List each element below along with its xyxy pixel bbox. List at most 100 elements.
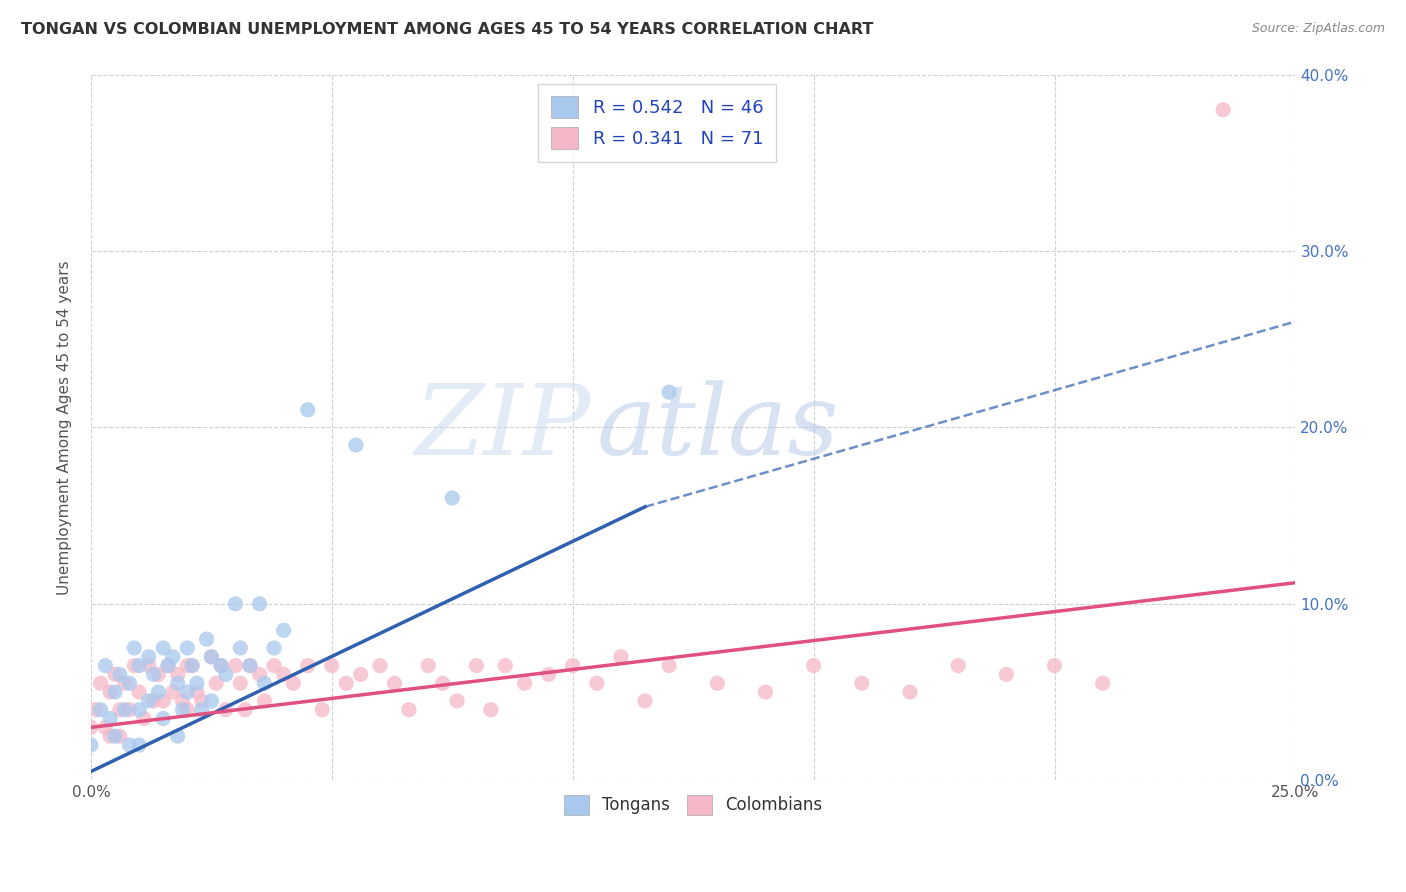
- Point: [94, 720, 117, 734]
- Point: [162, 649, 184, 664]
- Point: [754, 685, 776, 699]
- Point: [108, 667, 131, 681]
- Point: [209, 658, 232, 673]
- Point: [658, 385, 681, 400]
- Point: [98, 712, 121, 726]
- Point: [239, 658, 262, 673]
- Point: [128, 658, 150, 673]
- Point: [176, 640, 198, 655]
- Point: [114, 703, 136, 717]
- Point: [494, 658, 516, 673]
- Point: [200, 649, 222, 664]
- Point: [142, 694, 165, 708]
- Point: [610, 649, 633, 664]
- Point: [263, 658, 285, 673]
- Point: [157, 658, 180, 673]
- Point: [273, 624, 295, 638]
- Point: [176, 658, 198, 673]
- Point: [273, 667, 295, 681]
- Point: [253, 676, 276, 690]
- Point: [311, 703, 333, 717]
- Point: [418, 658, 440, 673]
- Point: [1043, 658, 1066, 673]
- Point: [152, 712, 174, 726]
- Point: [465, 658, 488, 673]
- Point: [479, 703, 502, 717]
- Point: [181, 658, 204, 673]
- Point: [84, 703, 107, 717]
- Point: [634, 694, 657, 708]
- Point: [215, 703, 238, 717]
- Point: [283, 676, 305, 690]
- Point: [350, 667, 373, 681]
- Point: [513, 676, 536, 690]
- Point: [335, 676, 357, 690]
- Point: [561, 658, 583, 673]
- Point: [195, 632, 218, 647]
- Point: [90, 703, 112, 717]
- Point: [384, 676, 406, 690]
- Point: [118, 703, 141, 717]
- Point: [1091, 676, 1114, 690]
- Point: [658, 658, 681, 673]
- Point: [803, 658, 825, 673]
- Point: [321, 658, 343, 673]
- Point: [186, 685, 208, 699]
- Point: [205, 676, 228, 690]
- Point: [104, 729, 127, 743]
- Point: [104, 685, 127, 699]
- Point: [200, 649, 222, 664]
- Point: [224, 597, 246, 611]
- Point: [108, 703, 131, 717]
- Point: [229, 676, 252, 690]
- Point: [297, 402, 319, 417]
- Point: [124, 658, 146, 673]
- Point: [152, 640, 174, 655]
- Point: [995, 667, 1018, 681]
- Point: [249, 667, 271, 681]
- Text: TONGAN VS COLOMBIAN UNEMPLOYMENT AMONG AGES 45 TO 54 YEARS CORRELATION CHART: TONGAN VS COLOMBIAN UNEMPLOYMENT AMONG A…: [21, 22, 873, 37]
- Point: [190, 694, 212, 708]
- Point: [344, 438, 367, 452]
- Point: [142, 667, 165, 681]
- Point: [253, 694, 276, 708]
- Point: [148, 685, 170, 699]
- Point: [851, 676, 873, 690]
- Point: [215, 667, 238, 681]
- Point: [138, 649, 160, 664]
- Point: [209, 658, 232, 673]
- Point: [585, 676, 607, 690]
- Point: [172, 694, 194, 708]
- Point: [239, 658, 262, 673]
- Point: [90, 676, 112, 690]
- Point: [172, 703, 194, 717]
- Point: [297, 658, 319, 673]
- Point: [98, 685, 121, 699]
- Point: [166, 667, 188, 681]
- Point: [537, 667, 560, 681]
- Point: [124, 640, 146, 655]
- Y-axis label: Unemployment Among Ages 45 to 54 years: Unemployment Among Ages 45 to 54 years: [58, 260, 72, 595]
- Legend: Tongans, Colombians: Tongans, Colombians: [554, 785, 832, 825]
- Point: [190, 703, 212, 717]
- Point: [98, 729, 121, 743]
- Point: [368, 658, 391, 673]
- Point: [263, 640, 285, 655]
- Text: Source: ZipAtlas.com: Source: ZipAtlas.com: [1251, 22, 1385, 36]
- Point: [200, 694, 222, 708]
- Point: [138, 694, 160, 708]
- Point: [132, 712, 155, 726]
- Point: [80, 720, 103, 734]
- Point: [398, 703, 420, 717]
- Point: [1212, 103, 1234, 117]
- Point: [108, 729, 131, 743]
- Point: [176, 703, 198, 717]
- Point: [80, 738, 103, 752]
- Point: [181, 658, 204, 673]
- Point: [224, 658, 246, 673]
- Point: [898, 685, 921, 699]
- Point: [128, 738, 150, 752]
- Text: ZIP: ZIP: [415, 380, 591, 475]
- Point: [441, 491, 464, 505]
- Point: [118, 676, 141, 690]
